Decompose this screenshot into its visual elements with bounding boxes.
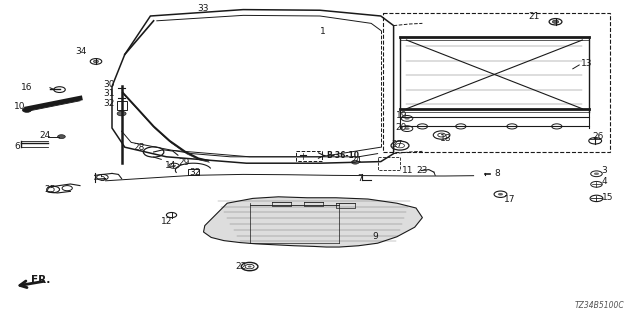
Circle shape	[117, 111, 126, 116]
Text: 1: 1	[320, 27, 326, 36]
Circle shape	[22, 108, 31, 112]
Text: 17: 17	[504, 195, 516, 204]
Text: 10: 10	[14, 102, 26, 111]
Polygon shape	[204, 197, 422, 247]
Text: 19: 19	[396, 111, 407, 120]
Circle shape	[404, 117, 410, 120]
Circle shape	[498, 193, 503, 196]
Text: 23: 23	[416, 166, 428, 175]
Circle shape	[351, 160, 359, 164]
Text: 32: 32	[189, 168, 200, 177]
Bar	[378, 157, 400, 170]
Text: 24: 24	[351, 156, 362, 165]
Text: 32: 32	[104, 99, 115, 108]
Text: 29: 29	[178, 158, 189, 167]
Text: 33: 33	[197, 4, 209, 12]
Text: 30: 30	[104, 80, 115, 89]
Text: 15: 15	[602, 193, 613, 202]
Circle shape	[58, 135, 65, 139]
Text: B-36-10: B-36-10	[326, 151, 360, 160]
Bar	[117, 101, 127, 110]
Text: 5: 5	[99, 174, 105, 183]
Text: 22: 22	[236, 262, 247, 271]
Text: 28: 28	[133, 143, 145, 152]
Circle shape	[93, 60, 99, 63]
Text: 25: 25	[45, 185, 56, 194]
Text: 26: 26	[592, 132, 604, 141]
Text: 13: 13	[581, 59, 593, 68]
Text: 24: 24	[40, 131, 51, 140]
Text: FR.: FR.	[31, 275, 50, 285]
Text: 9: 9	[372, 232, 378, 241]
Text: 27: 27	[392, 140, 403, 149]
Text: 34: 34	[76, 47, 87, 56]
Text: 7: 7	[357, 174, 363, 183]
Text: 16: 16	[20, 83, 32, 92]
Text: 21: 21	[528, 12, 540, 21]
Circle shape	[594, 172, 599, 175]
Circle shape	[552, 20, 559, 23]
Text: 11: 11	[402, 166, 413, 175]
Circle shape	[248, 266, 252, 268]
Circle shape	[172, 165, 176, 167]
Text: 4: 4	[602, 177, 607, 186]
Bar	[296, 151, 322, 161]
Text: 8: 8	[494, 169, 500, 178]
Bar	[383, 13, 610, 152]
Text: 18: 18	[440, 134, 452, 143]
Text: 31: 31	[104, 89, 115, 98]
Text: 14: 14	[165, 161, 177, 170]
Bar	[188, 169, 199, 175]
Text: 20: 20	[396, 123, 407, 132]
Text: TZ34B5100C: TZ34B5100C	[574, 301, 624, 310]
Text: 3: 3	[602, 166, 607, 175]
Text: 6: 6	[14, 142, 20, 151]
Circle shape	[404, 127, 410, 130]
Text: 12: 12	[161, 217, 173, 226]
